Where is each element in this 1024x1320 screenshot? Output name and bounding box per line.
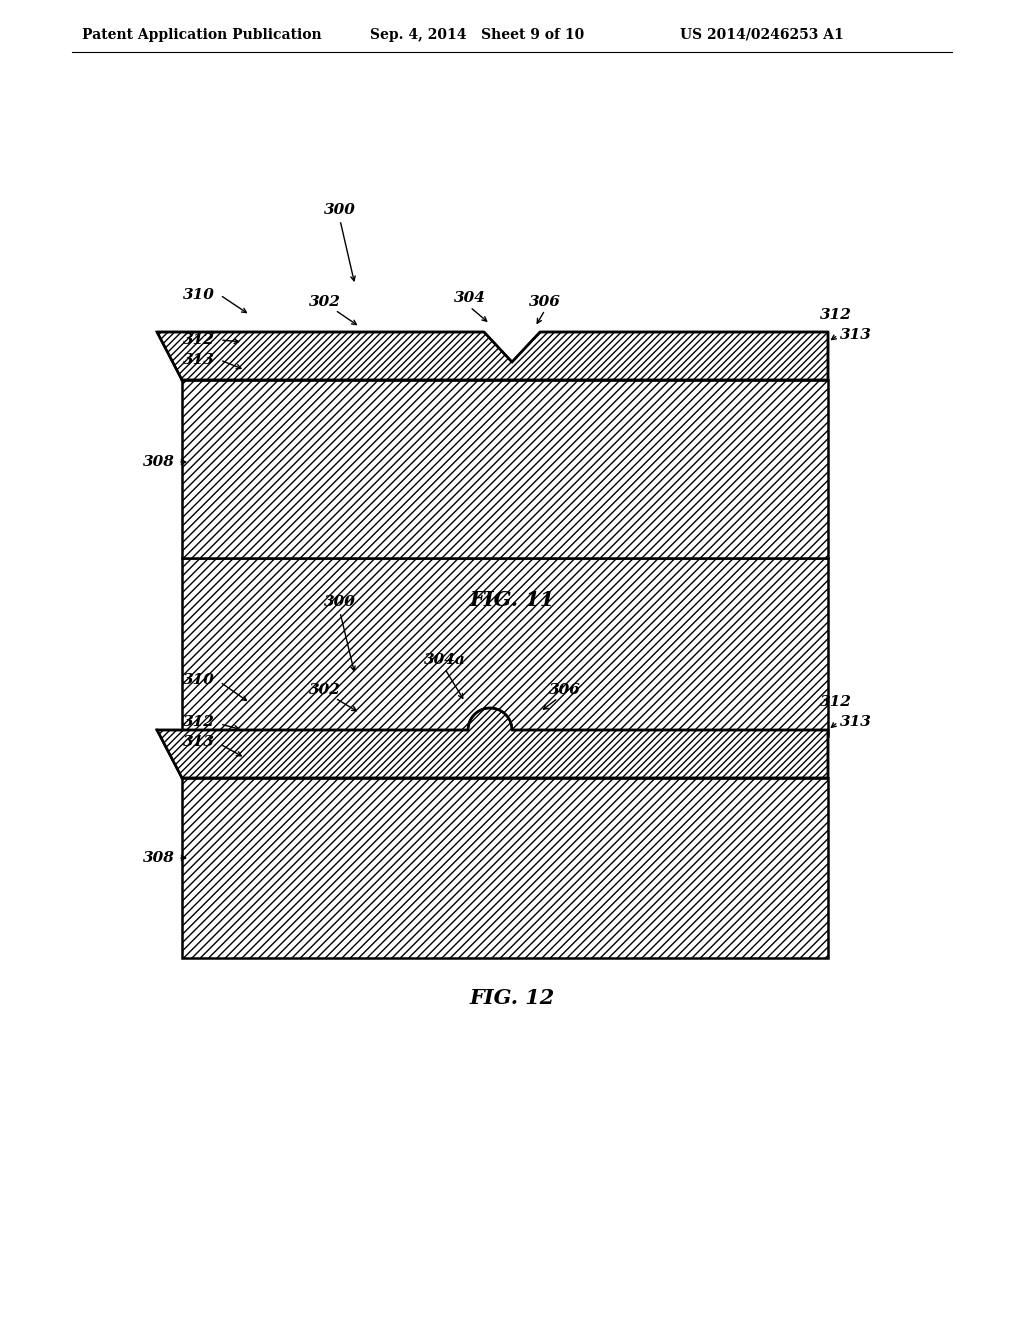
Text: 302: 302 — [309, 682, 341, 697]
Text: 306: 306 — [529, 294, 561, 309]
Text: 312: 312 — [183, 715, 215, 729]
Text: Patent Application Publication: Patent Application Publication — [82, 28, 322, 42]
Text: 313: 313 — [183, 352, 215, 367]
Text: 304a: 304a — [424, 653, 466, 667]
Polygon shape — [157, 333, 828, 380]
Polygon shape — [182, 380, 828, 558]
Text: 302: 302 — [309, 294, 341, 309]
Text: US 2014/0246253 A1: US 2014/0246253 A1 — [680, 28, 844, 42]
Text: FIG. 12: FIG. 12 — [469, 987, 555, 1008]
Text: Sep. 4, 2014   Sheet 9 of 10: Sep. 4, 2014 Sheet 9 of 10 — [370, 28, 585, 42]
Text: 312: 312 — [183, 333, 215, 347]
Text: 313: 313 — [183, 735, 215, 748]
Text: FIG. 11: FIG. 11 — [469, 590, 555, 610]
Text: 313: 313 — [840, 715, 871, 729]
Text: 312: 312 — [820, 308, 852, 322]
Text: 310: 310 — [183, 673, 215, 686]
Text: 300: 300 — [324, 595, 356, 609]
Polygon shape — [182, 558, 828, 737]
Text: 310: 310 — [183, 288, 215, 302]
Text: 312: 312 — [820, 696, 852, 709]
Polygon shape — [157, 708, 828, 777]
Text: 306: 306 — [549, 682, 581, 697]
Polygon shape — [182, 777, 828, 958]
Text: 304: 304 — [454, 290, 486, 305]
Text: 313: 313 — [840, 327, 871, 342]
Text: 300: 300 — [324, 203, 356, 216]
Text: 308: 308 — [143, 455, 175, 469]
Text: 308: 308 — [143, 851, 175, 865]
